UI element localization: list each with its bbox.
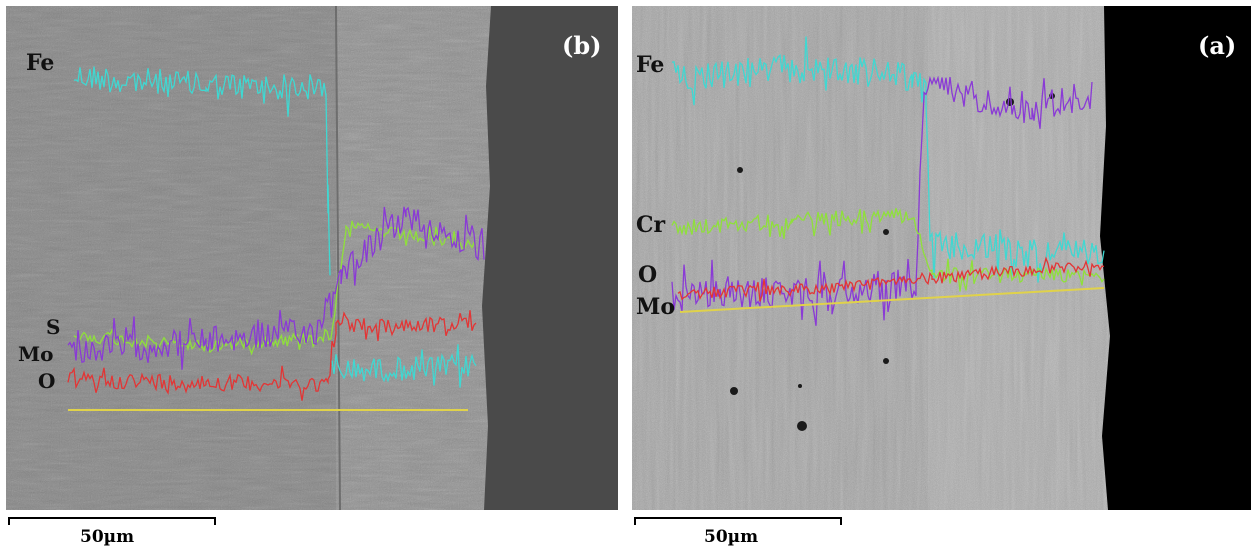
linescan-traces-a xyxy=(671,36,1105,326)
substrate-shade xyxy=(6,6,336,510)
fe-trace-coating xyxy=(331,344,477,388)
linescan-traces-b xyxy=(67,66,485,401)
coating-region xyxy=(482,6,618,510)
mo-trace xyxy=(671,75,1093,326)
label-mo: Mo xyxy=(18,342,53,366)
label-fe: Fe xyxy=(26,50,54,76)
scale-bar-line xyxy=(634,517,842,519)
sem-image-a: Fe Cr O Mo (a) xyxy=(632,6,1251,510)
sem-image-b: Fe S Mo O (b) xyxy=(6,6,618,510)
label-s: S xyxy=(46,315,60,339)
aux-trace xyxy=(73,220,477,356)
panel-letter-a: (a) xyxy=(1198,31,1236,60)
fe-trace xyxy=(73,66,331,276)
panel-letter-b: (b) xyxy=(562,31,602,60)
label-cr: Cr xyxy=(636,212,666,238)
interface-line xyxy=(335,6,341,510)
o-trace xyxy=(677,256,1105,302)
sem-panel-a: Fe Cr O Mo (a) xyxy=(632,6,1251,510)
mo-trace xyxy=(67,206,485,370)
scale-bar-label: 50µm xyxy=(704,527,759,547)
diffusion-layer xyxy=(928,6,1108,510)
label-fe: Fe xyxy=(636,52,664,78)
scale-bar-tick xyxy=(634,517,636,525)
scale-bar-tick xyxy=(8,517,10,525)
label-o: O xyxy=(38,369,55,393)
scale-bar-tick xyxy=(214,517,216,525)
coating-region xyxy=(1100,6,1251,510)
label-o: O xyxy=(638,262,657,288)
scale-bar-tick xyxy=(840,517,842,525)
sem-panel-b: Fe S Mo O (b) xyxy=(6,6,618,510)
label-mo: Mo xyxy=(636,294,675,320)
o-trace xyxy=(67,310,477,401)
scan-baseline xyxy=(679,287,1105,313)
scale-bar-line xyxy=(8,517,216,519)
fe-trace xyxy=(671,36,1105,283)
scale-bar-label: 50µm xyxy=(80,527,135,547)
